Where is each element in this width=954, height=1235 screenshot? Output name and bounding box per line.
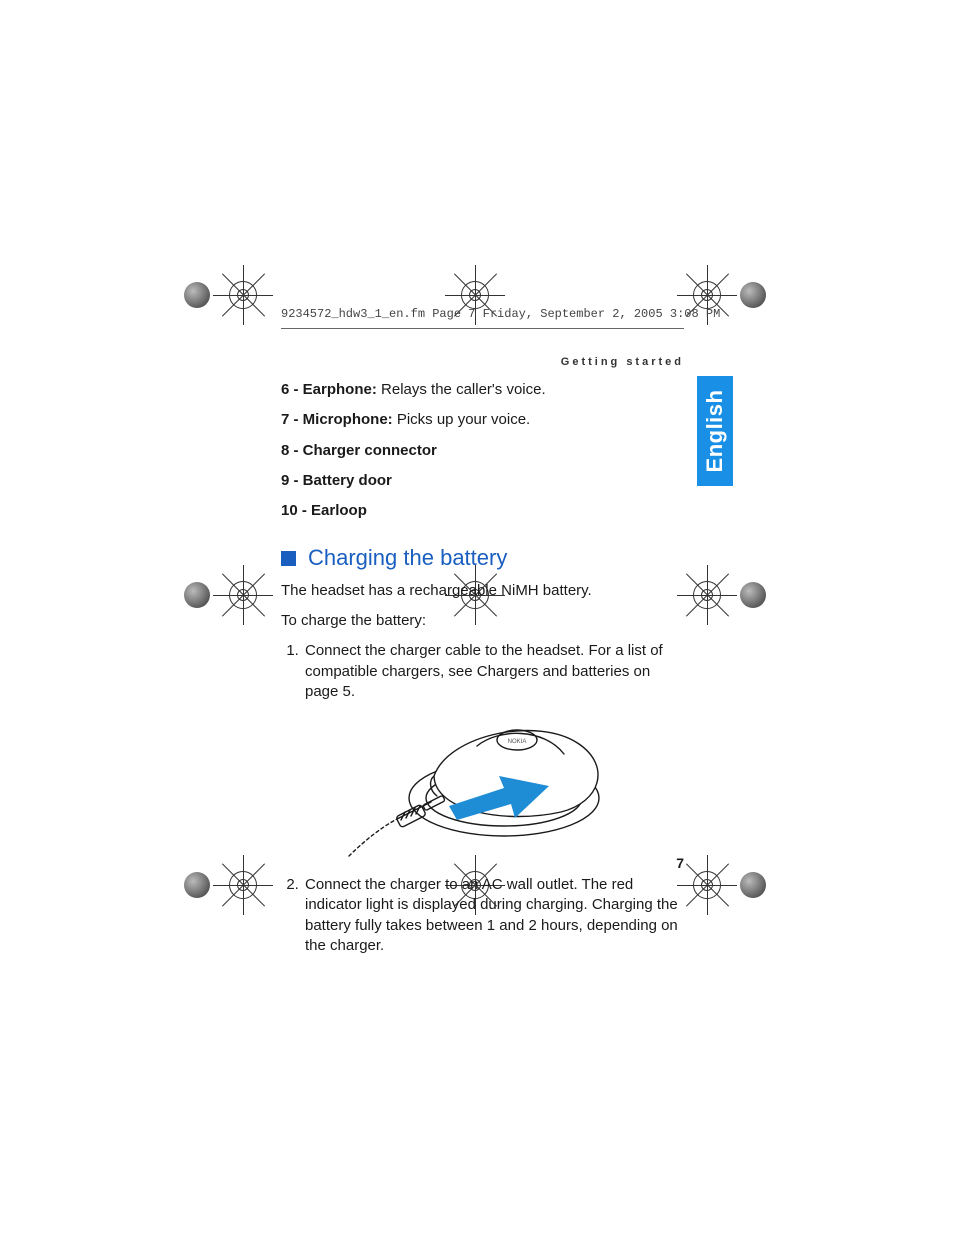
definition-rest: Picks up your voice.: [393, 411, 531, 428]
brand-text: NOKIA: [508, 739, 527, 745]
framemaker-header: 9234572_hdw3_1_en.fm Page 7 Friday, Sept…: [281, 307, 720, 321]
section-heading-row: Charging the battery: [281, 543, 683, 573]
registration-dot-icon: [723, 265, 783, 325]
registration-cross-icon: [213, 565, 273, 625]
definition-lead: 6 - Earphone:: [281, 381, 377, 398]
page-content: 6 - Earphone: Relays the caller's voice.…: [281, 380, 683, 966]
steps-list: Connect the charger cable to the headset…: [281, 641, 683, 956]
definition-line: 9 - Battery door: [281, 471, 683, 491]
step-text: Connect the charger cable to the headset…: [305, 642, 663, 700]
step-item: Connect the charger to an AC wall outlet…: [303, 875, 683, 956]
manual-page: 9234572_hdw3_1_en.fm Page 7 Friday, Sept…: [0, 0, 954, 1235]
registration-dot-icon: [167, 565, 227, 625]
headset-charging-illustration: NOKIA: [339, 706, 649, 861]
definition-lead: 9 - Battery door: [281, 472, 392, 489]
definition-line: 10 - Earloop: [281, 501, 683, 521]
definition-lead: 7 - Microphone:: [281, 411, 393, 428]
page-number: 7: [676, 855, 684, 871]
registration-cross-icon: [677, 855, 737, 915]
language-tab-label: English: [702, 390, 728, 473]
registration-dot-icon: [723, 565, 783, 625]
charging-figure: NOKIA: [339, 706, 649, 861]
running-head: Getting started: [561, 356, 684, 368]
step-text: Connect the charger to an AC wall outlet…: [305, 876, 678, 954]
step-item: Connect the charger cable to the headset…: [303, 641, 683, 861]
section-bullet-icon: [281, 551, 296, 566]
registration-dot-icon: [167, 855, 227, 915]
definition-line: 8 - Charger connector: [281, 441, 683, 461]
registration-dot-icon: [723, 855, 783, 915]
intro-para-2: To charge the battery:: [281, 611, 683, 631]
definition-rest: Relays the caller's voice.: [377, 381, 546, 398]
intro-para-1: The headset has a rechargeable NiMH batt…: [281, 581, 683, 601]
header-rule: [281, 328, 684, 329]
registration-cross-icon: [213, 855, 273, 915]
language-tab: English: [697, 376, 733, 486]
registration-dot-icon: [167, 265, 227, 325]
definition-lead: 8 - Charger connector: [281, 442, 437, 459]
registration-cross-icon: [677, 565, 737, 625]
definition-line: 6 - Earphone: Relays the caller's voice.: [281, 380, 683, 400]
definition-line: 7 - Microphone: Picks up your voice.: [281, 410, 683, 430]
definition-lead: 10 - Earloop: [281, 502, 367, 519]
registration-cross-icon: [213, 265, 273, 325]
section-heading: Charging the battery: [308, 543, 507, 573]
